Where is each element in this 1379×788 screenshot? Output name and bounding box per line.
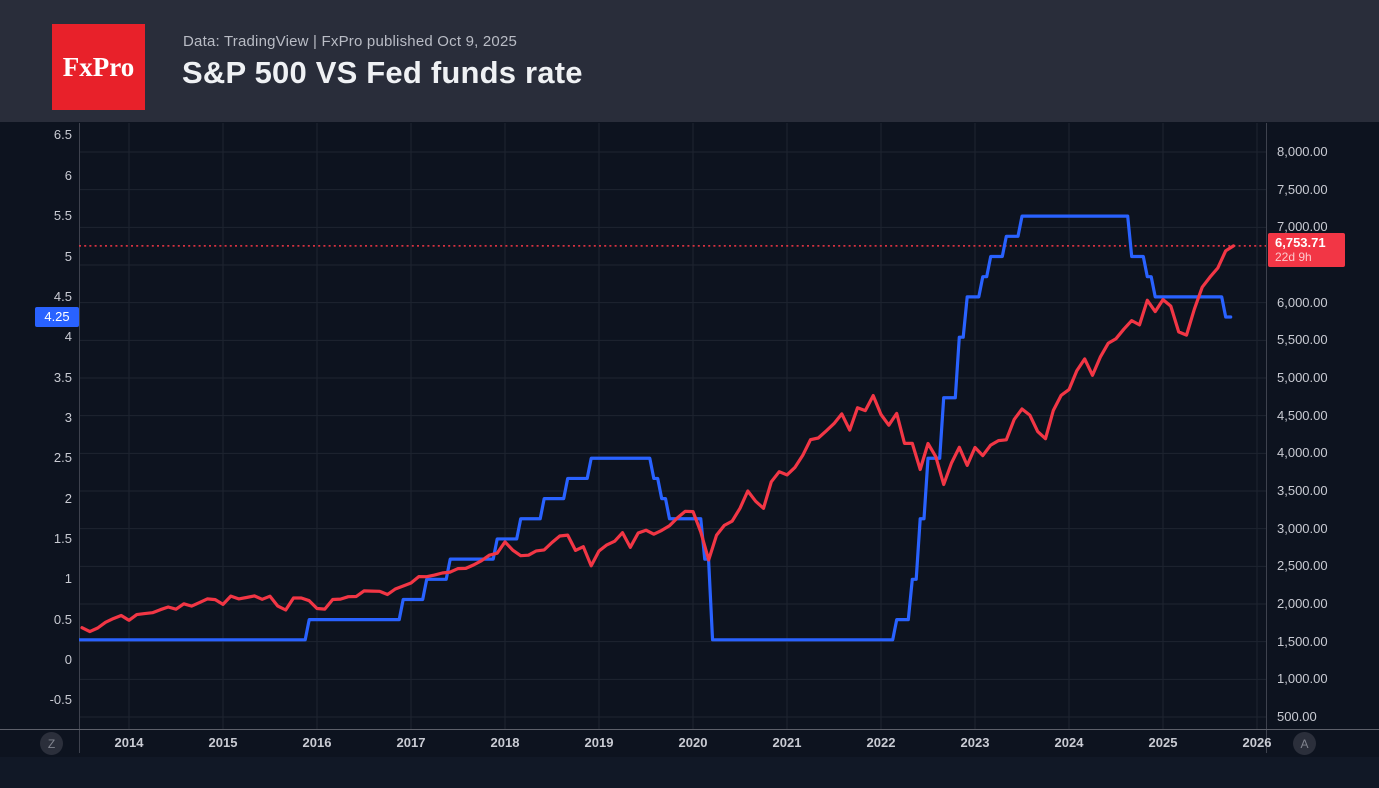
right-axis-tick: 500.00 — [1277, 709, 1317, 724]
left-axis-tick: 3.5 — [53, 369, 72, 385]
right-axis-tick: 2,000.00 — [1277, 596, 1328, 611]
axis-borders — [0, 123, 1379, 753]
right-axis-tick: 5,500.00 — [1277, 332, 1328, 348]
right-axis-tick: 8,000.00 — [1277, 144, 1328, 159]
left-axis-tick: 2 — [64, 490, 72, 506]
time-axis-tick: 2025 — [1148, 735, 1178, 750]
right-axis-tick: 5,000.00 — [1277, 370, 1328, 385]
right-axis-tick: 2,500.00 — [1277, 558, 1328, 574]
sp500-countdown: 22d 9h — [1275, 250, 1312, 265]
right-axis-tick: 3,000.00 — [1277, 520, 1328, 536]
chart-title: S&P 500 VS Fed funds rate — [182, 55, 583, 90]
left-axis-tick: 5 — [64, 248, 72, 264]
time-axis-tick: 2020 — [678, 735, 708, 750]
circle-button-a[interactable]: A — [1293, 732, 1316, 755]
left-axis-tick: 5.5 — [53, 208, 72, 224]
time-axis-tick: 2016 — [302, 735, 332, 750]
right-axis-tick: 4,500.00 — [1277, 407, 1328, 423]
time-axis-tick: 2015 — [208, 735, 238, 750]
left-axis-tick: -0.5 — [49, 692, 72, 708]
fxpro-logo-text: FxPro — [62, 51, 135, 82]
grid-lines — [79, 123, 1266, 729]
right-axis-tick: 1,000.00 — [1277, 671, 1328, 687]
left-axis-tick: 3 — [64, 409, 72, 425]
left-axis-tick: 1 — [64, 571, 72, 587]
bottom-strip — [0, 757, 1379, 788]
right-axis-tick: 4,000.00 — [1277, 445, 1328, 461]
right-axis-tick: 1,500.00 — [1277, 633, 1328, 649]
fxpro-logo: FxPro — [52, 24, 145, 110]
left-axis-tick: 6.5 — [53, 127, 72, 143]
left-axis-tick: 4.5 — [53, 288, 72, 304]
sp500-last-price: 6,753.71 — [1275, 235, 1326, 251]
time-axis-tick: 2022 — [866, 735, 896, 750]
left-axis-tick: 0 — [64, 652, 72, 667]
header: FxPro Data: TradingView | FxPro publishe… — [0, 0, 1379, 122]
time-axis-tick: 2021 — [772, 735, 802, 750]
fed-funds-rate-line — [79, 214, 1233, 642]
right-axis-tick: 7,500.00 — [1277, 181, 1328, 197]
left-axis-tick: 4 — [64, 329, 72, 345]
time-axis-tick: 2018 — [490, 735, 520, 750]
source-line: Data: TradingView | FxPro published Oct … — [183, 33, 518, 50]
circle-button-z[interactable]: Z — [40, 732, 63, 755]
left-axis-tick: 1.5 — [53, 530, 72, 546]
time-axis-tick: 2017 — [396, 735, 426, 750]
right-axis-tick: 3,500.00 — [1277, 483, 1328, 498]
sp500-line — [80, 244, 1236, 634]
right-axis-tick: 6,000.00 — [1277, 294, 1328, 310]
time-axis-tick: 2023 — [960, 735, 990, 750]
time-axis-tick: 2019 — [584, 735, 614, 750]
right-axis-tick: 7,000.00 — [1277, 219, 1328, 235]
left-axis-tick: 6 — [64, 167, 72, 183]
left-axis-tick: 0.5 — [53, 611, 72, 627]
fed-rate-price-label: 4.25 — [35, 307, 79, 328]
time-axis-tick: 2026 — [1242, 735, 1272, 750]
time-axis-tick: 2014 — [114, 735, 144, 750]
left-axis-tick: 2.5 — [53, 450, 72, 466]
time-axis-tick: 2024 — [1054, 735, 1084, 750]
sp500-price-label: 6,753.71 22d 9h — [1268, 233, 1345, 268]
